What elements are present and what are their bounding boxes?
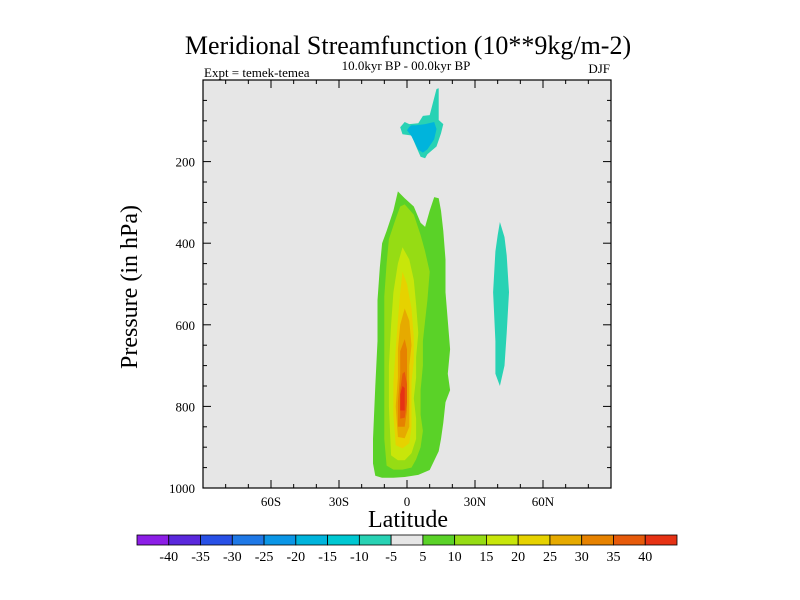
contour-level-neg10-1	[407, 122, 437, 153]
colorbar-box-16	[644, 534, 678, 546]
colorbar-box-13	[549, 534, 583, 546]
colorbar-label-4: -20	[286, 550, 305, 565]
colorbar-box-0	[136, 534, 170, 546]
subtitle-right: DJF	[588, 61, 610, 76]
colorbar-label-2: -30	[223, 550, 242, 565]
colorbar-box-1	[168, 534, 201, 546]
y-axis-label: Pressure (in hPa)	[117, 205, 143, 369]
axis-ticks	[202, 79, 612, 489]
colorbar-label-10: 15	[479, 550, 493, 565]
colorbar-label-13: 30	[575, 550, 589, 565]
y-tick-label-400: 400	[176, 236, 196, 251]
axis-tick-labels: 60S 30S 0 30N 60N 200 400 600 800 1000	[169, 155, 555, 509]
chart-title: Meridional Streamfunction (10**9kg/m-2)	[185, 31, 631, 60]
colorbar-label-14: 35	[606, 550, 620, 565]
y-tick-label-600: 600	[176, 318, 196, 333]
x-axis-label: Latitude	[368, 507, 448, 533]
subtitle-center: 10.0kyr BP - 00.0kyr BP	[342, 58, 471, 73]
y-tick-label-800: 800	[176, 399, 196, 414]
colorbar-box-2	[200, 534, 233, 546]
subtitle-left: Expt = temek-temea	[204, 65, 310, 80]
colorbar: -40 -35 -30 -25 -20 -15 -10 -5 5 10 15 20 25 30 35 40	[136, 534, 678, 565]
colorbar-box-14	[581, 534, 614, 546]
colorbar-box-4	[263, 534, 297, 546]
colorbar-box-12	[517, 534, 551, 546]
contour-level-40-10	[400, 386, 405, 411]
colorbar-label-7: -5	[385, 550, 397, 565]
x-tick-label-60N: 60N	[532, 494, 555, 509]
contour-level-neg5-2	[493, 222, 509, 386]
colorbar-label-3: -25	[255, 550, 274, 565]
x-tick-label-30N: 30N	[464, 494, 487, 509]
colorbar-label-9: 10	[448, 550, 462, 565]
y-tick-label-1000: 1000	[169, 481, 195, 496]
colorbar-label-6: -10	[350, 550, 369, 565]
colorbar-label-5: -15	[318, 550, 337, 565]
colorbar-label-0: -40	[159, 550, 178, 565]
colorbar-label-11: 20	[511, 550, 525, 565]
colorbar-box-7	[358, 534, 392, 546]
x-tick-label-0: 0	[404, 494, 411, 509]
colorbar-box-6	[327, 534, 360, 546]
y-tick-label-200: 200	[176, 155, 196, 170]
colorbar-label-12: 25	[543, 550, 557, 565]
colorbar-box-5	[295, 534, 328, 546]
x-tick-label-60S: 60S	[261, 494, 281, 509]
colorbar-label-1: -35	[191, 550, 210, 565]
contour-layer	[373, 88, 509, 478]
colorbar-box-9	[422, 534, 456, 546]
colorbar-box-3	[231, 534, 265, 546]
colorbar-box-11	[486, 534, 519, 546]
colorbar-box-15	[613, 534, 646, 546]
colorbar-label-8: 5	[419, 550, 426, 565]
colorbar-box-10	[454, 534, 487, 546]
x-tick-label-30S: 30S	[329, 494, 349, 509]
colorbar-box-8	[390, 534, 424, 546]
colorbar-label-15: 40	[638, 550, 652, 565]
